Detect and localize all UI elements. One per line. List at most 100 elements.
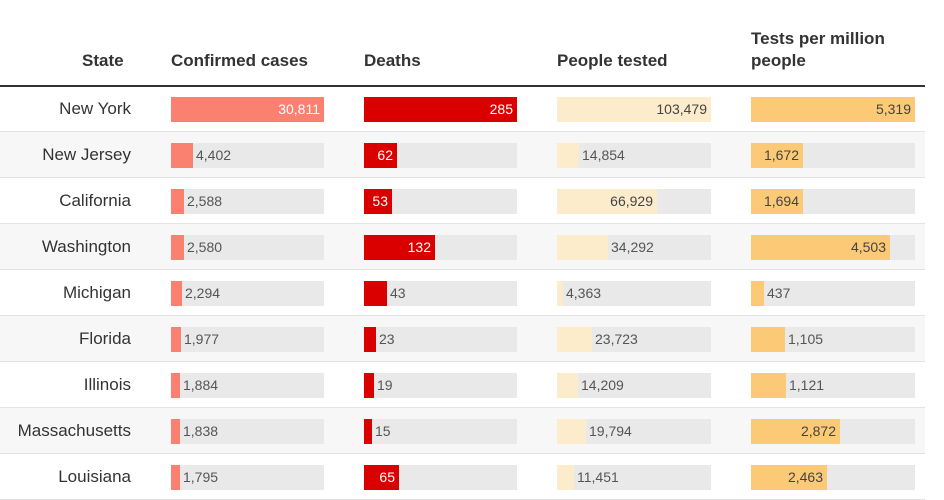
confirmed-bar (171, 373, 180, 398)
tests-per-million-track: 4,503 (751, 235, 915, 260)
deaths-track: 15 (364, 419, 517, 444)
tests-per-million-bar (751, 373, 786, 398)
tests-per-million-bar (751, 419, 840, 444)
confirmed-value: 1,884 (183, 377, 219, 393)
tests-per-million-bar (751, 189, 803, 214)
tested-value: 23,723 (595, 331, 638, 347)
tests-per-million-bar (751, 235, 890, 260)
tested-bar (557, 419, 586, 444)
deaths-value: 23 (379, 331, 395, 347)
confirmed-track: 1,977 (171, 327, 324, 352)
tests-per-million-track: 1,105 (751, 327, 915, 352)
tested-value: 14,854 (582, 147, 625, 163)
deaths-value: 132 (407, 239, 431, 255)
tested-bar (557, 189, 657, 214)
deaths-track: 19 (364, 373, 517, 398)
tests-per-million-bar (751, 143, 803, 168)
tested-track: 14,209 (557, 373, 711, 398)
confirmed-value: 2,294 (185, 285, 221, 301)
tests-per-million-track: 1,121 (751, 373, 915, 398)
table-row: Washington 2,580 132 34,292 4,503 (0, 224, 925, 270)
deaths-bar (364, 465, 399, 490)
deaths-track: 65 (364, 465, 517, 490)
confirmed-track: 1,795 (171, 465, 324, 490)
tests-per-million-bar (751, 465, 827, 490)
confirmed-track: 2,588 (171, 189, 324, 214)
deaths-value: 285 (489, 101, 513, 117)
state-label: Massachusetts (17, 421, 131, 440)
confirmed-bar (171, 327, 181, 352)
state-label: Michigan (62, 283, 131, 302)
tested-track: 11,451 (557, 465, 711, 490)
confirmed-value: 1,795 (183, 469, 219, 485)
deaths-track: 23 (364, 327, 517, 352)
tests-per-million-value: 4,503 (850, 239, 886, 255)
state-label: Louisiana (58, 467, 131, 486)
table-row: New Jersey 4,402 62 14,854 1,672 (0, 132, 925, 178)
tests-per-million-bar (751, 327, 785, 352)
tests-per-million-value: 2,463 (787, 469, 823, 485)
tests-per-million-value: 1,672 (763, 147, 799, 163)
table-row: Florida 1,977 23 23,723 1,105 (0, 316, 925, 362)
deaths-bar (364, 97, 517, 122)
tested-bar (557, 281, 563, 306)
confirmed-value: 2,588 (187, 193, 223, 209)
table-row: Louisiana 1,795 65 11,451 2,463 (0, 454, 925, 500)
confirmed-bar (171, 97, 324, 122)
tested-track: 66,929 (557, 189, 711, 214)
confirmed-track: 30,811 (171, 97, 324, 122)
confirmed-track: 2,294 (171, 281, 324, 306)
table-row: Michigan 2,294 43 4,363 437 (0, 270, 925, 316)
tests-per-million-value: 2,872 (800, 423, 836, 439)
deaths-bar (364, 373, 374, 398)
state-label: Washington (41, 237, 131, 256)
tests-per-million-track: 5,319 (751, 97, 915, 122)
deaths-bar (364, 189, 392, 214)
tested-track: 4,363 (557, 281, 711, 306)
confirmed-bar (171, 143, 193, 168)
deaths-track: 285 (364, 97, 517, 122)
tested-bar (557, 97, 711, 122)
deaths-value: 62 (377, 147, 393, 163)
state-label: New York (59, 99, 131, 118)
deaths-track: 62 (364, 143, 517, 168)
confirmed-bar (171, 465, 180, 490)
table-header: State Confirmed cases Deaths People test… (0, 0, 925, 87)
tested-value: 11,451 (577, 469, 619, 485)
tests-per-million-value: 5,319 (875, 101, 911, 117)
deaths-value: 15 (375, 423, 391, 439)
tests-per-million-bar (751, 97, 915, 122)
tested-track: 19,794 (557, 419, 711, 444)
tested-track: 103,479 (557, 97, 711, 122)
tests-per-million-value: 437 (767, 285, 791, 301)
table-row: California 2,588 53 66,929 1,694 (0, 178, 925, 224)
tested-bar (557, 465, 574, 490)
confirmed-bar (171, 281, 182, 306)
tested-value: 14,209 (581, 377, 624, 393)
tests-per-million-track: 2,872 (751, 419, 915, 444)
table-row: New York 30,811 285 103,479 5,319 (0, 86, 925, 132)
tested-bar (557, 327, 592, 352)
tests-per-million-track: 2,463 (751, 465, 915, 490)
confirmed-value: 1,838 (183, 423, 219, 439)
confirmed-track: 2,580 (171, 235, 324, 260)
deaths-value: 43 (390, 285, 406, 301)
deaths-value: 65 (379, 469, 395, 485)
tested-bar (557, 373, 578, 398)
deaths-value: 53 (372, 193, 388, 209)
deaths-track: 43 (364, 281, 517, 306)
tested-value: 4,363 (566, 285, 602, 301)
tested-track: 23,723 (557, 327, 711, 352)
tested-value: 66,929 (610, 193, 653, 209)
state-label: Illinois (83, 375, 131, 394)
state-label: Florida (79, 329, 131, 348)
state-label: New Jersey (42, 145, 131, 164)
confirmed-track: 4,402 (171, 143, 324, 168)
deaths-value: 19 (377, 377, 393, 393)
tested-bar (557, 143, 579, 168)
header-deaths: Deaths (364, 51, 421, 70)
deaths-track: 132 (364, 235, 517, 260)
header-tests-per-million-line2: people (751, 51, 806, 70)
tested-value: 103,479 (656, 101, 707, 117)
tested-value: 34,292 (611, 239, 654, 255)
